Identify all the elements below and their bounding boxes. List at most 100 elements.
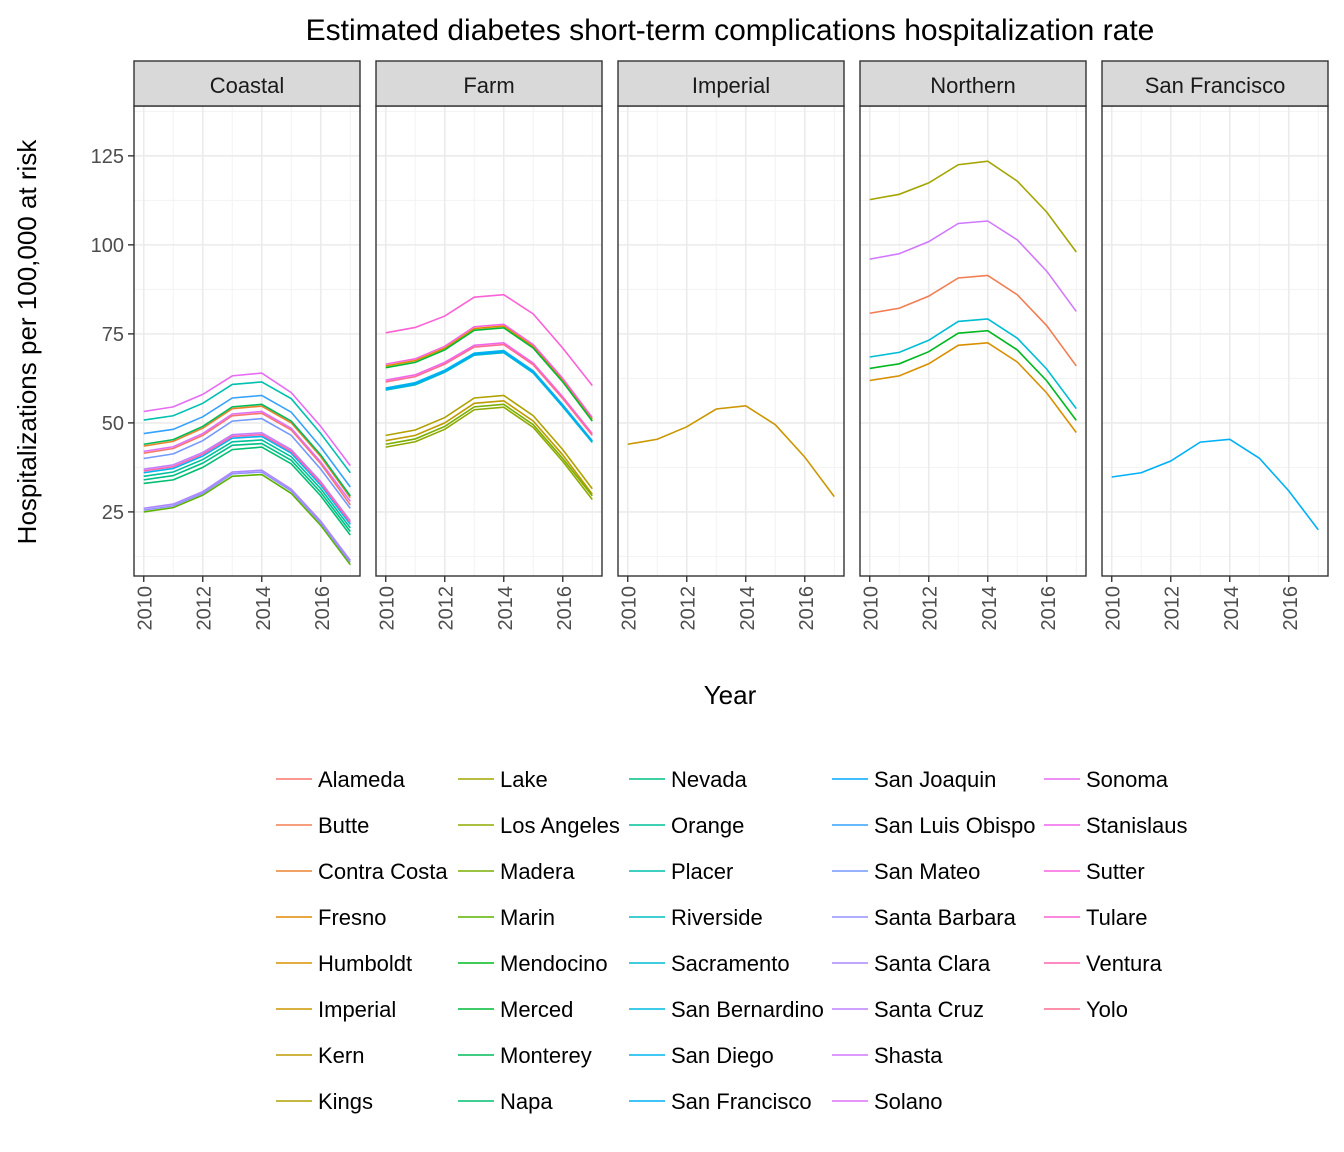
legend-label: Butte: [318, 813, 369, 838]
series-line-alameda: [143, 412, 351, 506]
panel-background: [860, 106, 1086, 576]
series-line-lake: [869, 160, 1077, 253]
legend-item: Imperial: [276, 997, 396, 1022]
legend-label: Orange: [671, 813, 744, 838]
legend-label: Santa Clara: [874, 951, 991, 976]
series-line-yolo: [385, 343, 593, 436]
legend-label: San Luis Obispo: [874, 813, 1035, 838]
legend-label: Alameda: [318, 767, 406, 792]
facet-panel-imperial: Imperial 2010 2012 2014 2016: [617, 60, 845, 631]
legend-label: Sonoma: [1086, 767, 1169, 792]
facet-strip-label: San Francisco: [1145, 73, 1286, 98]
facet-panel-san-francisco: San Francisco 2010 2012 2014 2016: [1101, 60, 1329, 631]
legend-item: Kern: [276, 1043, 364, 1068]
legend-label: San Bernardino: [671, 997, 824, 1022]
facet-strip: [859, 60, 1087, 107]
x-tick-label: 2012: [1162, 586, 1184, 631]
legend-label: San Mateo: [874, 859, 980, 884]
x-tick-label: 2014: [495, 586, 517, 631]
legend-item: San Francisco: [629, 1089, 812, 1114]
x-tick-label: 2016: [796, 586, 818, 631]
series-line-san-diego: [143, 435, 351, 525]
series-line-solano: [143, 410, 351, 502]
legend-label: Napa: [500, 1089, 553, 1114]
legend-item: Orange: [629, 813, 744, 838]
legend-item: Marin: [458, 905, 555, 930]
x-tick-label: 2010: [861, 586, 883, 631]
x-tick-label: 2016: [1280, 586, 1302, 631]
series-line-nevada: [143, 442, 351, 532]
series-line-mendocino: [869, 329, 1077, 421]
legend-item: Butte: [276, 813, 369, 838]
y-axis: 25 50 75 100 125: [91, 146, 134, 524]
legend-item: Merced: [458, 997, 573, 1022]
legend-label: Nevada: [671, 767, 748, 792]
legend-item: Madera: [458, 859, 575, 884]
legend-label: Contra Costa: [318, 859, 448, 884]
legend-item: San Joaquin: [832, 767, 996, 792]
x-tick-label: 2012: [678, 586, 700, 631]
series-line-tulare: [385, 293, 593, 387]
legend-item: San Bernardino: [629, 997, 824, 1022]
y-tick-label: 50: [102, 413, 124, 435]
legend-label: Madera: [500, 859, 575, 884]
series-line-sonoma: [143, 372, 351, 467]
legend-label: Kern: [318, 1043, 364, 1068]
legend-item: Santa Clara: [832, 951, 991, 976]
x-tick-label: 2014: [1221, 586, 1243, 631]
series-line-los-angeles: [385, 406, 593, 500]
facet-strip-label: Farm: [463, 73, 514, 98]
x-tick-label: 2010: [1103, 586, 1125, 631]
facet-strip: [375, 60, 603, 107]
facet-strip: [1101, 60, 1329, 107]
facet-strip: [617, 60, 845, 107]
legend-item: Sacramento: [629, 951, 790, 976]
series-line-fresno: [385, 325, 593, 420]
x-tick-label: 2010: [135, 586, 157, 631]
series-line-humboldt: [869, 341, 1077, 433]
x-tick-label: 2016: [1038, 586, 1060, 631]
legend-item: Mendocino: [458, 951, 608, 976]
x-tick-label: 2010: [377, 586, 399, 631]
facet-panels: Coastal 2010 2012 2014 2016 Farm 2010 2012 2014 2…: [91, 60, 1329, 631]
legend: Alameda Butte Contra Costa Fresno Humboldt Im…: [276, 767, 1188, 1114]
x-tick-label: 2016: [312, 586, 334, 631]
legend-item: Placer: [629, 859, 733, 884]
facet-panel-northern: Northern 2010 2012 2014 2016: [859, 60, 1087, 631]
legend-item: Tulare: [1044, 905, 1148, 930]
facet-strip-label: Imperial: [692, 73, 770, 98]
legend-label: Ventura: [1086, 951, 1163, 976]
chart-title: Estimated diabetes short-term complicati…: [306, 14, 1155, 47]
legend-label: Placer: [671, 859, 733, 884]
y-axis-title: Hospitalizations per 100,000 at risk: [12, 139, 42, 545]
legend-label: Santa Barbara: [874, 905, 1017, 930]
legend-item: Monterey: [458, 1043, 592, 1068]
series-line-madera: [385, 403, 593, 497]
legend-label: Los Angeles: [500, 813, 620, 838]
facet-panel-farm: Farm 2010 2012 2014 2016: [375, 60, 603, 631]
legend-item: Alameda: [276, 767, 406, 792]
legend-item: Nevada: [629, 767, 748, 792]
legend-item: Contra Costa: [276, 859, 448, 884]
legend-item: Santa Barbara: [832, 905, 1017, 930]
legend-item: Fresno: [276, 905, 386, 930]
legend-label: Shasta: [874, 1043, 943, 1068]
legend-label: San Francisco: [671, 1089, 812, 1114]
panel-background: [1102, 106, 1328, 576]
legend-label: San Diego: [671, 1043, 774, 1068]
series-line-kings: [385, 394, 593, 490]
legend-label: Mendocino: [500, 951, 608, 976]
legend-item: Kings: [276, 1089, 373, 1114]
legend-item: Sonoma: [1044, 767, 1169, 792]
legend-item: San Luis Obispo: [832, 813, 1035, 838]
legend-item: Stanislaus: [1044, 813, 1188, 838]
legend-label: Yolo: [1086, 997, 1128, 1022]
y-tick-label: 25: [102, 502, 124, 524]
series-line-ventura: [143, 433, 351, 524]
series-line-stanislaus: [385, 341, 593, 435]
legend-item: Solano: [832, 1089, 943, 1114]
facet-strip-label: Northern: [930, 73, 1016, 98]
series-line-san-francisco: [1111, 438, 1319, 531]
series-line-san-joaquin: [385, 350, 593, 442]
series-line-napa: [143, 446, 351, 536]
